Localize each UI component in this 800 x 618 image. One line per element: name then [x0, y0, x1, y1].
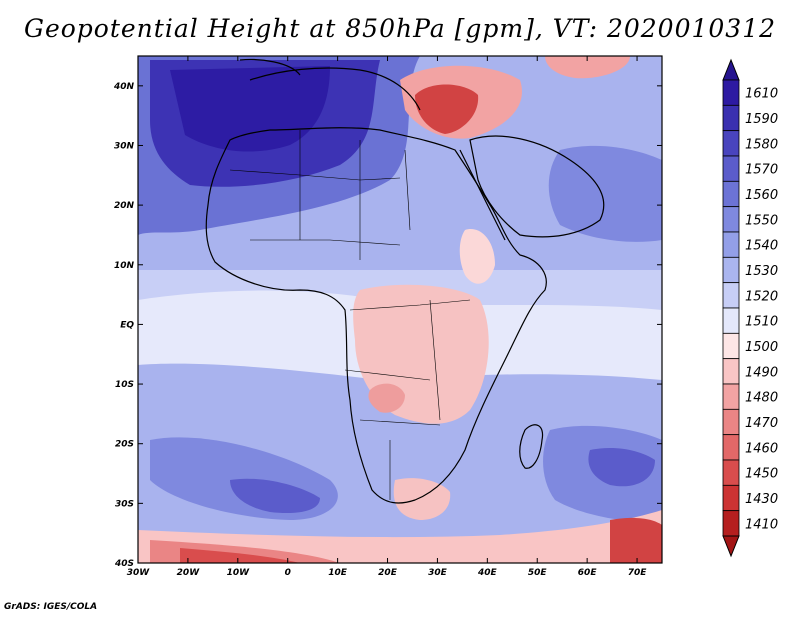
coastlines: [205, 58, 605, 504]
africa-coastline: [205, 127, 547, 504]
lat-tick-label: 10S: [115, 380, 134, 390]
field-southern-trough-east: [610, 517, 662, 563]
lat-tick-label: 40S: [114, 559, 134, 569]
field-north-trough: [545, 56, 630, 79]
colorbar-label: 1570: [745, 163, 778, 178]
lat-tick-label: 40N: [113, 82, 135, 92]
colorbar-label: 1510: [745, 315, 778, 330]
field-middle-east-trough-core: [415, 84, 479, 134]
colorbar-swatch: [722, 484, 740, 512]
colorbar-label: 1410: [745, 517, 778, 532]
colorbar-swatch: [722, 206, 740, 233]
colorbar: 1610 1590 1580 1570 1560 1550 1540 1530 1520 1510…: [722, 58, 778, 558]
grads-credit: GrADS: IGES/COLA: [4, 602, 98, 612]
country-borders: [229, 130, 471, 500]
lon-tick-label: 10W: [227, 568, 251, 578]
colorbar-bottom-cap: [722, 535, 740, 558]
lon-tick-label: 20E: [378, 568, 398, 578]
red-sea-coastline: [459, 149, 506, 241]
colorbar-swatch: [722, 79, 740, 106]
colorbar-swatch: [722, 282, 740, 309]
madagascar-coastline: [519, 424, 544, 469]
field-east-africa-low-core: [368, 383, 405, 413]
colorbar-swatch: [722, 307, 740, 334]
field-saharan-high-inner: [170, 66, 330, 152]
border-line: [229, 169, 401, 181]
lon-tick-label: 30W: [127, 568, 151, 578]
colorbar-swatch: [722, 180, 740, 208]
lon-tick-label: 60E: [578, 568, 598, 578]
lon-tick-label: 30E: [428, 568, 448, 578]
chart-title: Geopotential Height at 850hPa [gpm], VT:…: [23, 14, 777, 43]
colorbar-swatch: [722, 231, 740, 258]
lat-tick-label: 20S: [115, 440, 134, 450]
colorbar-label: 1490: [745, 365, 778, 380]
colorbar-label: 1480: [745, 391, 778, 406]
colorbar-top-cap: [722, 58, 740, 81]
border-line: [344, 369, 431, 381]
border-line: [349, 299, 471, 311]
field-southern-trough-west-core: [180, 548, 300, 563]
colorbar-label: 1540: [745, 239, 778, 254]
height-field: [138, 56, 662, 563]
colorbar-label: 1450: [745, 467, 778, 482]
colorbar-swatch: [722, 383, 740, 410]
iberia-coastline: [239, 58, 301, 76]
lat-tick-label: 30S: [115, 499, 134, 509]
colorbar-label: 1520: [745, 289, 778, 304]
colorbar-swatch: [722, 434, 740, 461]
field-southeast-high-core: [588, 448, 655, 487]
colorbar-label: 1590: [745, 112, 778, 127]
field-arabian-high: [548, 145, 662, 242]
lat-tick-label: 10N: [114, 261, 135, 271]
field-ethiopian-low: [459, 229, 495, 284]
colorbar-label: 1560: [745, 188, 778, 203]
field-southwest-high-core: [230, 478, 320, 514]
lat-tick-label: 20N: [114, 201, 135, 211]
colorbar-swatch: [722, 459, 740, 486]
lat-tick-label: 30N: [114, 141, 135, 151]
colorbar-swatch: [722, 256, 740, 284]
axis-ticks: 30W 20W 10W 0 10E 20E 30E 40E 50E 60E 70E 40N 30N 20N…: [113, 56, 662, 578]
map-frame: [137, 55, 663, 564]
lon-tick-label: 50E: [528, 568, 548, 578]
colorbar-swatch: [722, 104, 740, 132]
colorbar-label: 1530: [745, 264, 778, 279]
field-southern-africa-low: [393, 478, 451, 520]
europe-coastline: [249, 67, 421, 111]
colorbar-label: 1610: [745, 87, 778, 102]
border-line: [250, 239, 401, 246]
border-line: [359, 419, 441, 426]
lon-tick-label: 70E: [628, 568, 648, 578]
border-line: [404, 149, 411, 231]
colorbar-swatch: [722, 155, 740, 182]
border-line: [429, 299, 441, 421]
colorbar-label: 1470: [745, 416, 778, 431]
colorbar-label: 1580: [745, 137, 778, 152]
colorbar-swatch: [722, 130, 740, 157]
colorbar-label: 1460: [745, 441, 778, 456]
colorbar-label: 1500: [745, 340, 778, 355]
lon-tick-label: 0: [285, 568, 291, 578]
colorbar-swatch: [722, 358, 740, 385]
lat-tick-label: EQ: [120, 320, 134, 330]
colorbar-label: 1430: [745, 492, 778, 507]
colorbar-swatch: [722, 408, 740, 436]
lon-tick-label: 20W: [177, 568, 201, 578]
colorbar-label: 1550: [745, 213, 778, 228]
colorbar-swatch: [722, 332, 740, 360]
lon-tick-label: 40E: [477, 568, 498, 578]
lon-tick-label: 10E: [328, 568, 348, 578]
colorbar-swatch: [722, 510, 740, 537]
arabian-peninsula-coastline: [469, 135, 605, 238]
